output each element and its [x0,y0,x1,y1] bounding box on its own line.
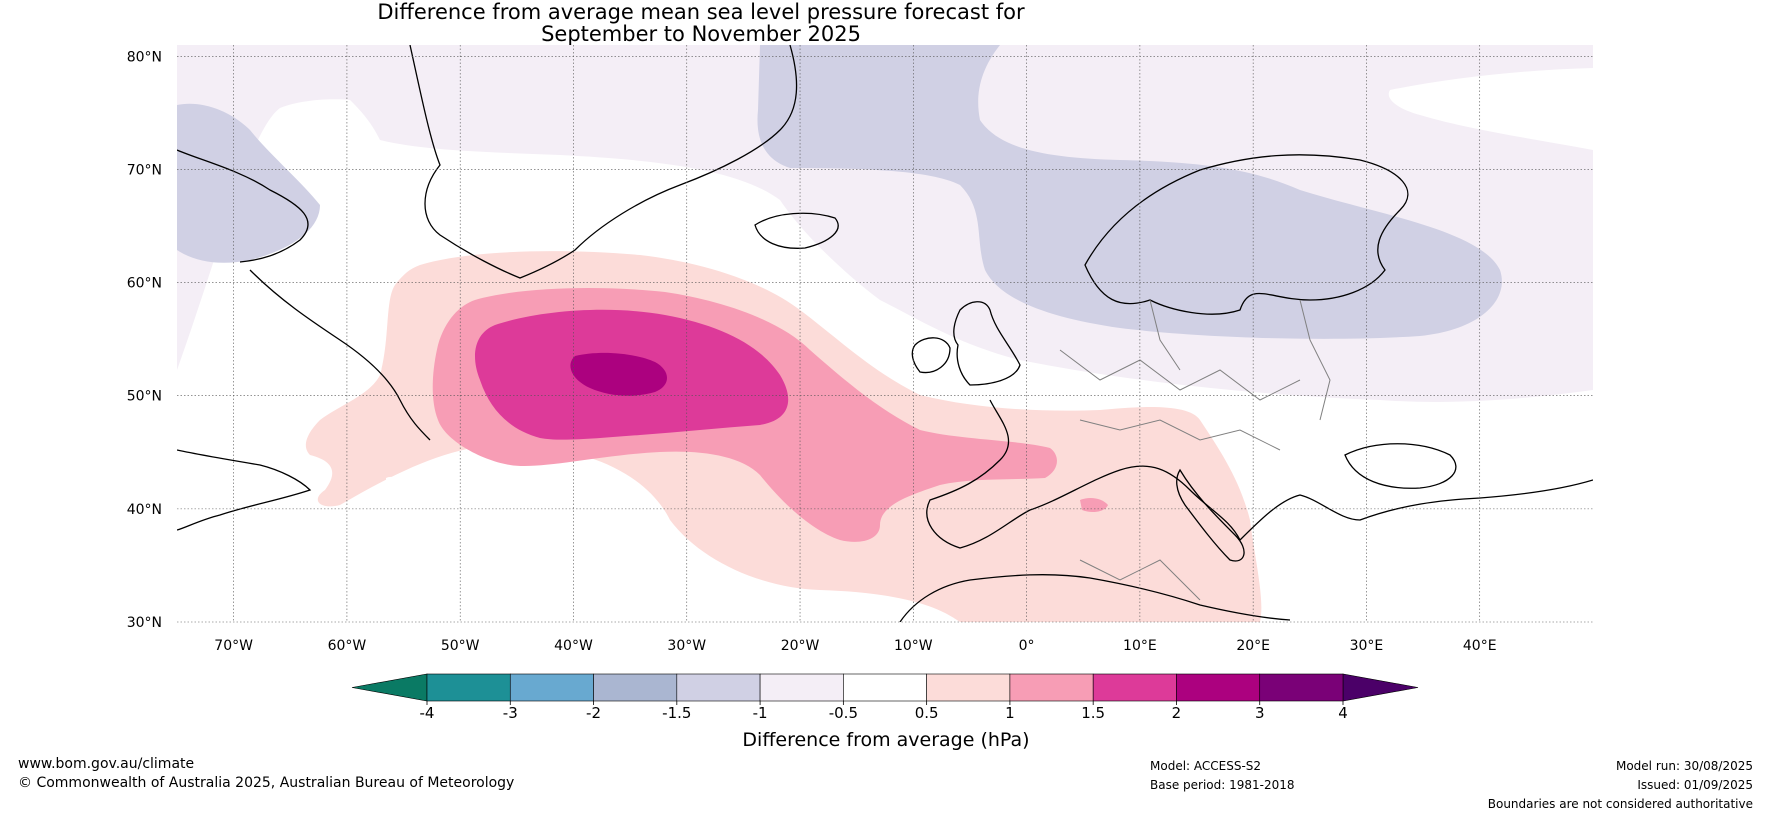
lat-label: 70°N [127,162,162,178]
lon-label: 20°E [1236,638,1270,654]
colorbar: -4 -3 -2 -1.5 -1 -0.5 0.5 1 1.5 2 3 4 Difference fr… [351,673,1419,751]
footer-issued: Issued: 01/09/2025 [1637,778,1753,792]
colorbar-tick-label: 0.5 [915,704,939,722]
map-title-line-2: September to November 2025 [541,22,861,46]
lon-label: 40°E [1463,638,1497,654]
anomaly-neg-1-canada [177,103,320,263]
italy-coast [1176,468,1245,562]
lon-label: 30°W [667,638,706,654]
longitude-labels: 70°W 60°W 50°W 40°W 30°W 20°W 10°W 0° 10°E 20°E 30… [214,638,1496,654]
britain-coast [953,301,1021,386]
map-plot-area [177,45,1593,622]
colorbar-swatch [759,673,844,702]
colorbar-swatch [1176,673,1261,702]
lat-label: 80°N [127,49,162,65]
colorbar-swatch [426,673,511,702]
colorbar-tick-label: -1 [753,704,768,722]
colorbar-tick-label: -4 [420,704,435,722]
colorbar-tick-label: -0.5 [829,704,858,722]
colorbar-tick-label: -1.5 [662,704,691,722]
colorbar-title: Difference from average (hPa) [742,729,1029,751]
latitude-labels: 80°N 70°N 60°N 50°N 40°N 30°N [127,49,162,631]
lon-label: 40°W [554,638,593,654]
colorbar-tick-label: -2 [586,704,601,722]
anomaly-neg-1-scandinavia [757,45,1502,339]
north-africa-coast [899,574,1291,622]
lon-label: 20°W [781,638,820,654]
anomaly-pos-2 [570,352,668,396]
lat-label: 50°N [127,389,162,405]
lat-label: 60°N [127,276,162,292]
colorbar-tick-label: 3 [1255,704,1265,722]
colorbar-tick-label: 2 [1172,704,1182,722]
colorbar-over-arrow [1342,673,1419,702]
lon-label: 30°E [1350,638,1384,654]
coastlines [177,45,1593,622]
footer-copyright: © Commonwealth of Australia 2025, Austra… [18,775,515,791]
lon-label: 70°W [214,638,253,654]
lon-label: 10°E [1123,638,1157,654]
colorbar-swatch [843,673,927,702]
lon-label: 10°W [894,638,933,654]
lat-label: 40°N [127,502,162,518]
ireland-coast [911,337,951,374]
colorbar-swatch [593,673,678,702]
footer-model: Model: ACCESS-S2 [1150,759,1262,773]
greenland-coast [409,45,798,279]
footer-disclaimer: Boundaries are not considered authoritat… [1487,797,1753,811]
black-sea-coast [1344,443,1457,489]
colorbar-swatch [1259,673,1344,702]
colorbar-swatches [351,673,1419,702]
colorbar-swatch [926,673,1011,702]
anomaly-neg-0.5-nfld-hole [386,476,400,489]
footer-model-run: Model run: 30/08/2025 [1615,759,1753,773]
lon-label: 60°W [328,638,367,654]
anomaly-neg-0.5-northeast-cut [1388,68,1593,150]
scandinavia-coast [1084,154,1409,315]
graticule [177,45,1593,623]
northeast-us-coast [177,449,312,531]
footer-base-period: Base period: 1981-2018 [1150,778,1295,792]
lon-label: 0° [1019,638,1035,654]
colorbar-tick-label: 1 [1005,704,1015,722]
iceland-coast [754,212,839,249]
colorbar-tick-label: 4 [1338,704,1348,722]
baffin-coast [177,149,309,263]
lat-label: 30°N [127,615,162,631]
footer-website[interactable]: www.bom.gov.au/climate [18,756,195,772]
colorbar-tick-label: 1.5 [1081,704,1105,722]
colorbar-under-arrow [351,673,428,702]
colorbar-swatch [509,673,594,702]
labrador-coast [249,269,431,441]
colorbar-tick-label: -3 [503,704,518,722]
colorbar-swatch [1092,673,1177,702]
colorbar-swatch [1009,673,1094,702]
colorbar-swatch [676,673,761,702]
map-title-line-1: Difference from average mean sea level p… [377,0,1025,24]
lon-label: 50°W [441,638,480,654]
anomaly-pos-1-med [1080,497,1108,513]
europe-coast [926,399,1593,549]
colorbar-ticks: -4 -3 -2 -1.5 -1 -0.5 0.5 1 1.5 2 3 4 [420,701,1348,722]
